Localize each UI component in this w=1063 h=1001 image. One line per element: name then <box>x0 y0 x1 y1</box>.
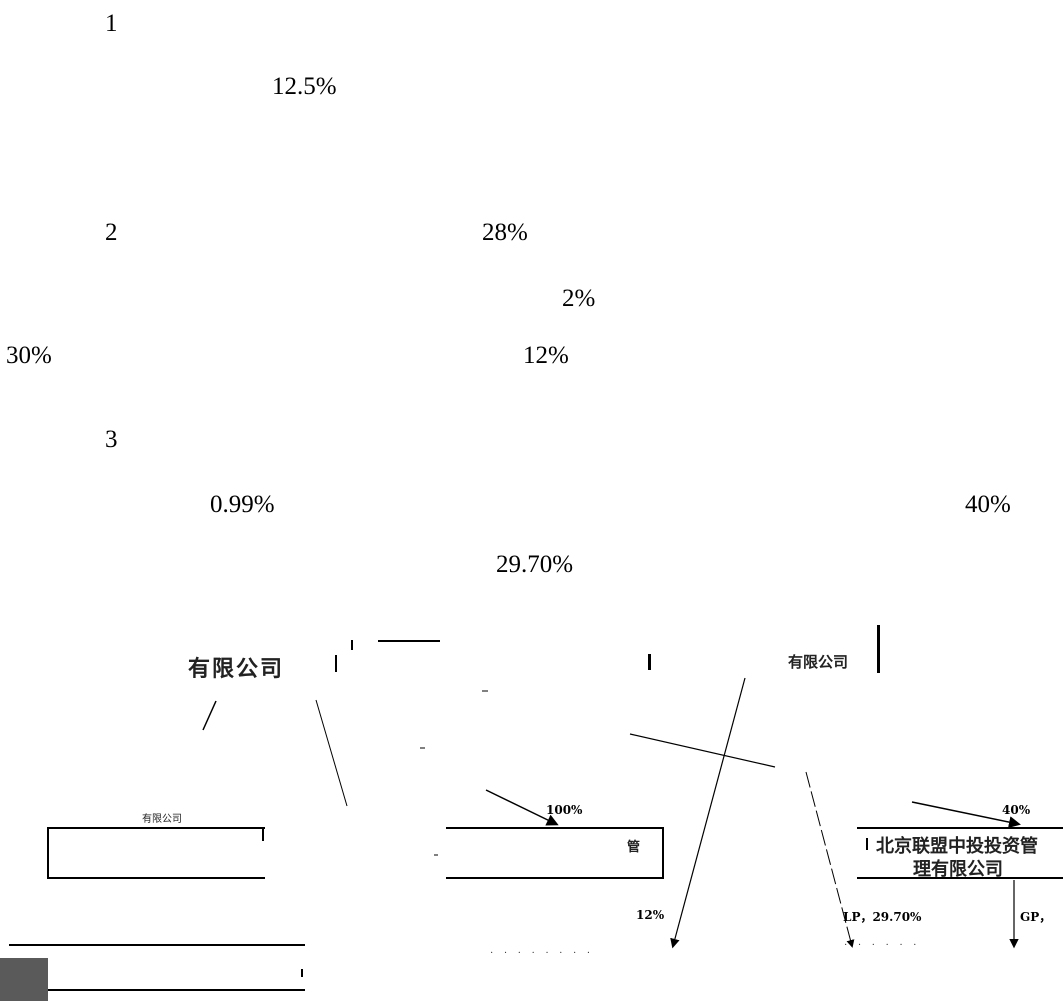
right-company-box <box>857 827 1063 879</box>
paragraph-2-value-c: 30% <box>6 342 52 369</box>
pct-label-100: 100% <box>546 803 583 817</box>
gray-block <box>0 958 48 1001</box>
bottom-center-dotted-text: · · · · · · · · <box>490 948 595 959</box>
pct-label-12: 12% <box>636 908 665 922</box>
paragraph-2-number: 2 <box>105 219 118 246</box>
bottom-right-dotted-text: · · · · · · <box>844 940 921 951</box>
left-company-box <box>47 827 265 879</box>
paragraph-2-value-b: 2% <box>562 285 596 312</box>
top-right-node-right-bar <box>877 625 880 673</box>
right-box-line-2: 理有限公司 <box>913 859 1003 879</box>
bottom-left-box-tick <box>301 969 303 977</box>
paragraph-3-value-a: 0.99% <box>210 491 275 518</box>
center-box-text: 管 <box>627 839 641 854</box>
top-left-company-label: 有限公司 <box>188 656 285 681</box>
paragraph-3-value-b: 40% <box>965 491 1011 518</box>
center-company-box <box>446 827 664 879</box>
paragraph-2-value-a: 28% <box>482 219 528 246</box>
right-box-left-tick <box>866 838 868 850</box>
right-box-line-1: 北京联盟中投投资管 <box>876 836 1038 856</box>
top-right-node-left-bar <box>648 654 651 670</box>
left-box-caption: 有限公司 <box>142 814 182 825</box>
pct-label-gp: GP， <box>1020 910 1052 924</box>
paragraph-3-number: 3 <box>105 426 118 453</box>
bottom-left-company-box <box>9 944 305 991</box>
paragraph-2-value-d: 12% <box>523 342 569 369</box>
paragraph-1-number: 1 <box>105 10 118 37</box>
top-right-company-label: 有限公司 <box>788 655 849 671</box>
left-box-right-tick <box>262 829 264 841</box>
paragraph-1-value: 12.5% <box>272 73 337 100</box>
pct-label-40: 40% <box>1002 803 1031 817</box>
pct-label-lp: LP，29.70% <box>843 910 922 924</box>
paragraph-3-value-c: 29.70% <box>496 551 574 578</box>
